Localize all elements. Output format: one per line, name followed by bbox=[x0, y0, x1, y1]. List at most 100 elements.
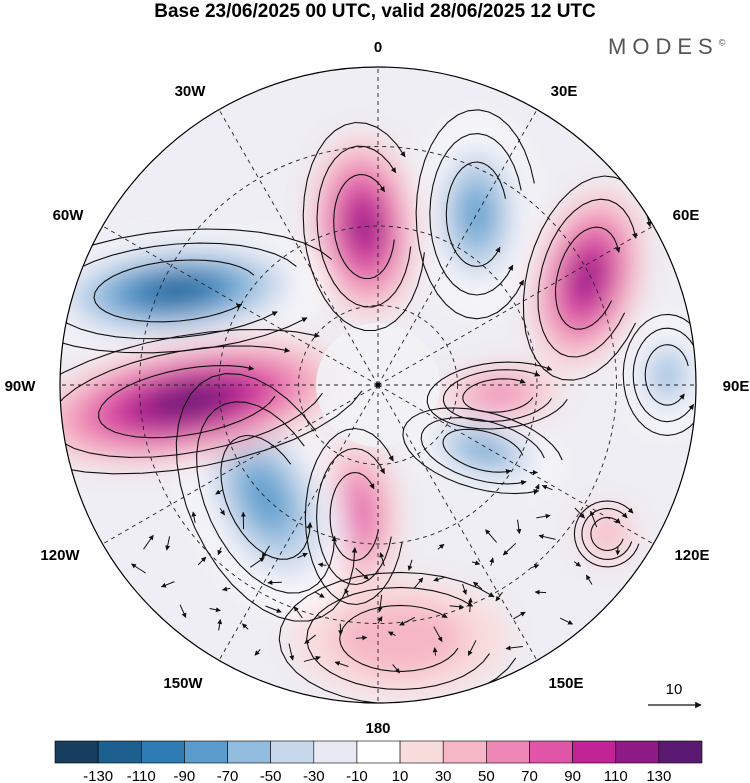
wind-vector bbox=[265, 605, 282, 613]
colorbar-swatch bbox=[658, 740, 703, 764]
wind-vector bbox=[314, 591, 325, 598]
colorbar-tick-label: -130 bbox=[83, 768, 113, 783]
colorbar-tick-label: -30 bbox=[303, 768, 325, 783]
latitude-circle bbox=[298, 305, 458, 465]
streamline bbox=[316, 145, 412, 308]
wind-vector bbox=[261, 545, 270, 559]
colorbar-swatch bbox=[270, 740, 315, 764]
wind-vector bbox=[512, 611, 526, 620]
wind-vector bbox=[131, 563, 146, 574]
wind-vector bbox=[288, 643, 295, 661]
streamline bbox=[93, 259, 255, 323]
wind-vector bbox=[433, 576, 445, 582]
streamline bbox=[60, 228, 333, 354]
colorbar-swatch bbox=[356, 740, 401, 764]
anomaly-contour bbox=[155, 388, 221, 415]
wind-vector bbox=[338, 623, 344, 636]
colorbar-swatch bbox=[140, 740, 185, 764]
meridian-line bbox=[102, 384, 379, 545]
anomaly-contour bbox=[470, 382, 527, 409]
colorbar-tick-label: 110 bbox=[604, 768, 628, 783]
wind-vector bbox=[304, 634, 316, 644]
wind-vector bbox=[143, 534, 154, 550]
streamline bbox=[426, 361, 568, 430]
wind-vector bbox=[559, 617, 574, 625]
anomaly-contour bbox=[653, 356, 681, 394]
wind-vector bbox=[250, 557, 265, 568]
wind-vector bbox=[505, 645, 523, 651]
streamline bbox=[537, 198, 638, 358]
colorbar-tick-label: -10 bbox=[346, 768, 368, 783]
colorbar-swatch bbox=[313, 740, 358, 764]
vector-reference-label: 10 bbox=[666, 681, 683, 698]
meridian-line bbox=[377, 109, 538, 386]
wind-vector bbox=[471, 560, 481, 566]
streamline bbox=[402, 407, 563, 495]
wind-streamlines bbox=[60, 109, 696, 703]
wind-vector bbox=[462, 583, 467, 595]
wind-vector bbox=[541, 484, 553, 491]
wind-vector bbox=[489, 557, 495, 566]
colorbar-tick-label: 30 bbox=[435, 768, 452, 783]
wind-vector bbox=[165, 536, 171, 551]
anomaly-pos-far-east bbox=[577, 503, 638, 564]
streamline bbox=[302, 121, 425, 332]
wind-vector bbox=[254, 649, 261, 656]
streamline bbox=[339, 604, 459, 672]
colorbar-tick-label: 70 bbox=[521, 768, 538, 783]
lon-label-150e: 150E bbox=[548, 675, 583, 692]
wind-vector bbox=[379, 552, 385, 567]
streamline bbox=[98, 365, 276, 439]
anomaly-contour bbox=[339, 489, 370, 544]
wind-vector bbox=[413, 577, 424, 589]
colorbar-swatch bbox=[442, 740, 487, 764]
lon-label-150w: 150W bbox=[163, 675, 203, 692]
wind-vector bbox=[297, 552, 308, 559]
streamline bbox=[581, 507, 633, 560]
wind-vector bbox=[538, 534, 556, 540]
streamline bbox=[420, 417, 545, 486]
wind-vector bbox=[355, 635, 368, 641]
lon-label-30w: 30W bbox=[175, 83, 207, 100]
wind-vector bbox=[573, 561, 582, 567]
colorbar bbox=[54, 740, 703, 764]
wind-vector bbox=[160, 581, 175, 588]
streamline bbox=[304, 427, 403, 606]
wind-vector bbox=[388, 631, 396, 637]
wind-vector bbox=[219, 508, 226, 516]
anomaly-contour bbox=[243, 466, 288, 529]
wind-vector bbox=[334, 661, 349, 667]
colorbar-swatch bbox=[97, 740, 142, 764]
wind-vector bbox=[355, 567, 369, 580]
colorbar-swatch bbox=[572, 740, 617, 764]
anomaly-contour bbox=[463, 440, 504, 462]
colorbar-swatch bbox=[184, 740, 228, 764]
streamline bbox=[445, 161, 507, 268]
lon-label-60w: 60W bbox=[53, 207, 85, 224]
wind-vector bbox=[191, 511, 197, 523]
vector-reference: 10 bbox=[648, 681, 702, 709]
colorbar-tick-label: -90 bbox=[174, 768, 196, 783]
colorbar-swatch bbox=[227, 740, 271, 764]
wind-vector bbox=[433, 626, 443, 642]
wind-vector bbox=[399, 616, 416, 626]
lon-label-0: 0 bbox=[374, 39, 382, 56]
streamline bbox=[175, 373, 358, 622]
north-pole-dot bbox=[375, 382, 381, 388]
anomaly-contour bbox=[334, 602, 467, 675]
colorbar-swatch bbox=[54, 740, 99, 764]
wind-vector bbox=[344, 588, 350, 597]
streamline bbox=[644, 344, 689, 406]
streamline bbox=[415, 109, 535, 320]
wind-vector bbox=[377, 616, 383, 624]
meridian-line bbox=[218, 109, 379, 386]
lon-label-180: 180 bbox=[365, 720, 390, 737]
colorbar-tick-label: 10 bbox=[392, 768, 409, 783]
lon-label-60e: 60E bbox=[673, 207, 700, 224]
wind-vector bbox=[303, 655, 321, 662]
anomaly-neg-bering bbox=[410, 411, 557, 490]
lon-label-30e: 30E bbox=[551, 83, 578, 100]
wind-vector bbox=[432, 647, 438, 656]
streamline bbox=[554, 226, 621, 330]
wind-vector bbox=[467, 597, 473, 613]
